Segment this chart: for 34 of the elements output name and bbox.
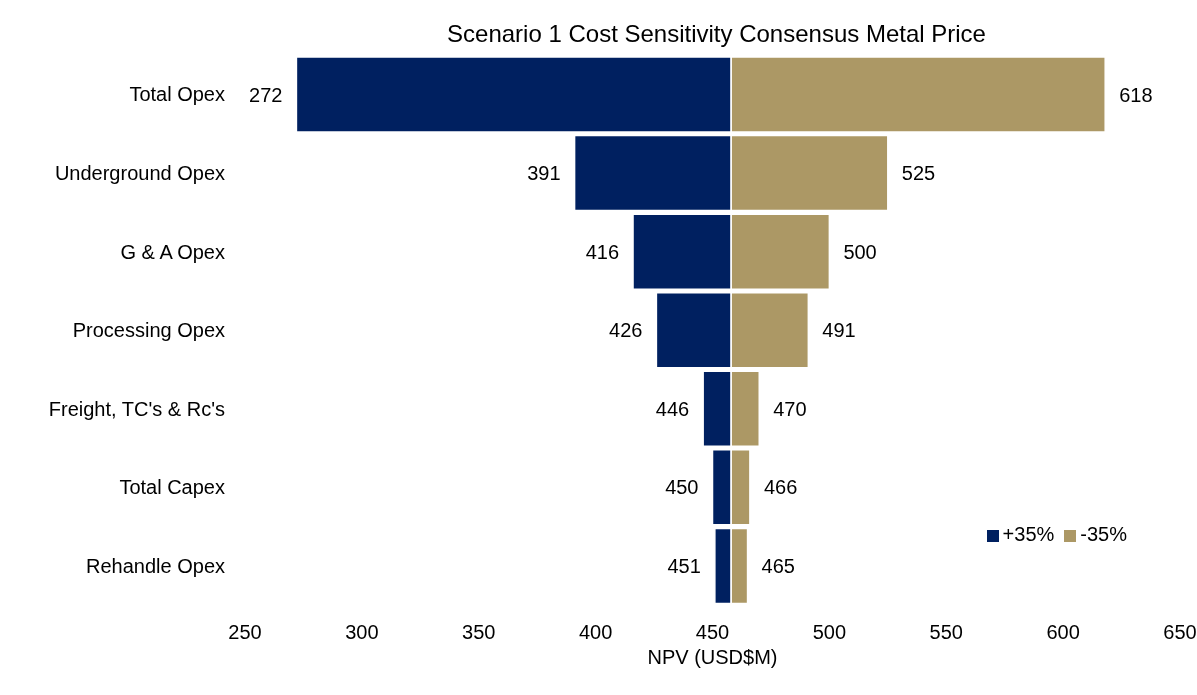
y-tick-label: Underground Opex [54,161,225,184]
y-tick-label: G & A Opex [120,240,225,263]
y-tick-label: Total Capex [119,476,225,499]
data-label: 426 [609,319,643,342]
x-tick-label: 450 [695,621,730,644]
x-tick-label: 550 [929,621,963,644]
y-tick-label: Processing Opex [72,319,225,342]
data-label: 465 [761,554,795,577]
x-tick-label: 300 [345,621,379,644]
data-label: 470 [773,397,807,420]
x-axis-title: NPV (USD$M) [647,646,778,668]
legend-label: -35% [1080,523,1127,545]
x-tick-label: 500 [812,621,847,644]
data-label: 391 [527,162,561,185]
data-label: 466 [763,476,798,499]
data-label: 451 [667,554,701,577]
data-label: 500 [843,240,877,263]
data-label: 416 [585,240,620,263]
x-tick-label: 400 [578,621,613,644]
x-tick-label: 250 [228,621,262,644]
x-tick-label: 600 [1046,621,1080,644]
data-label: 618 [1119,83,1153,106]
legend-label: +35% [1002,523,1055,545]
data-label: 491 [822,319,856,342]
chart-title: Scenario 1 Cost Sensitivity Consensus Metal Price [446,20,987,48]
data-label: 525 [901,162,936,185]
y-tick-label: Rehandle Opex [86,554,225,577]
data-label: 446 [655,397,690,420]
data-label: 450 [665,476,699,499]
x-tick-label: 350 [462,621,496,644]
y-tick-label: Total Opex [129,83,225,106]
y-tick-label: Freight, TC's & Rc's [48,397,225,420]
x-tick-label: 650 [1163,621,1197,644]
data-label: 272 [249,83,283,106]
